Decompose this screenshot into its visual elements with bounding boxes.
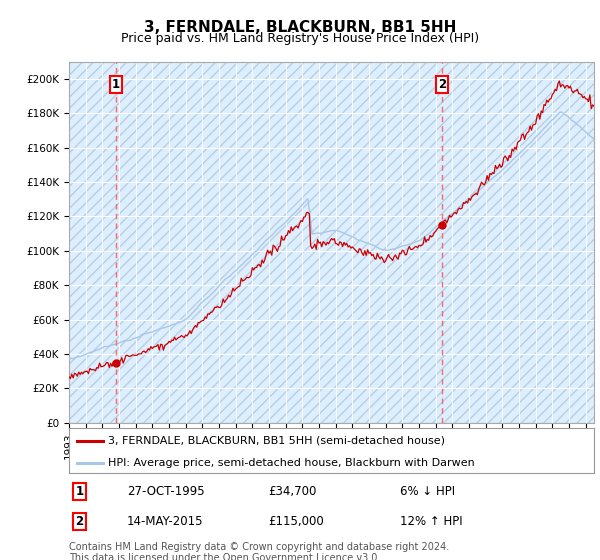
Text: HPI: Average price, semi-detached house, Blackburn with Darwen: HPI: Average price, semi-detached house,… <box>109 458 475 468</box>
Text: Contains HM Land Registry data © Crown copyright and database right 2024.
This d: Contains HM Land Registry data © Crown c… <box>69 542 449 560</box>
Text: 2: 2 <box>438 78 446 91</box>
Text: 6% ↓ HPI: 6% ↓ HPI <box>400 485 455 498</box>
Text: £34,700: £34,700 <box>269 485 317 498</box>
Text: 3, FERNDALE, BLACKBURN, BB1 5HH (semi-detached house): 3, FERNDALE, BLACKBURN, BB1 5HH (semi-de… <box>109 436 445 446</box>
Text: 14-MAY-2015: 14-MAY-2015 <box>127 515 203 528</box>
Text: 1: 1 <box>112 78 120 91</box>
Text: 1: 1 <box>76 485 83 498</box>
Text: 12% ↑ HPI: 12% ↑ HPI <box>400 515 463 528</box>
Text: 3, FERNDALE, BLACKBURN, BB1 5HH: 3, FERNDALE, BLACKBURN, BB1 5HH <box>144 20 456 35</box>
Text: £115,000: £115,000 <box>269 515 324 528</box>
Text: 2: 2 <box>76 515 83 528</box>
Text: 27-OCT-1995: 27-OCT-1995 <box>127 485 205 498</box>
Text: Price paid vs. HM Land Registry's House Price Index (HPI): Price paid vs. HM Land Registry's House … <box>121 32 479 45</box>
